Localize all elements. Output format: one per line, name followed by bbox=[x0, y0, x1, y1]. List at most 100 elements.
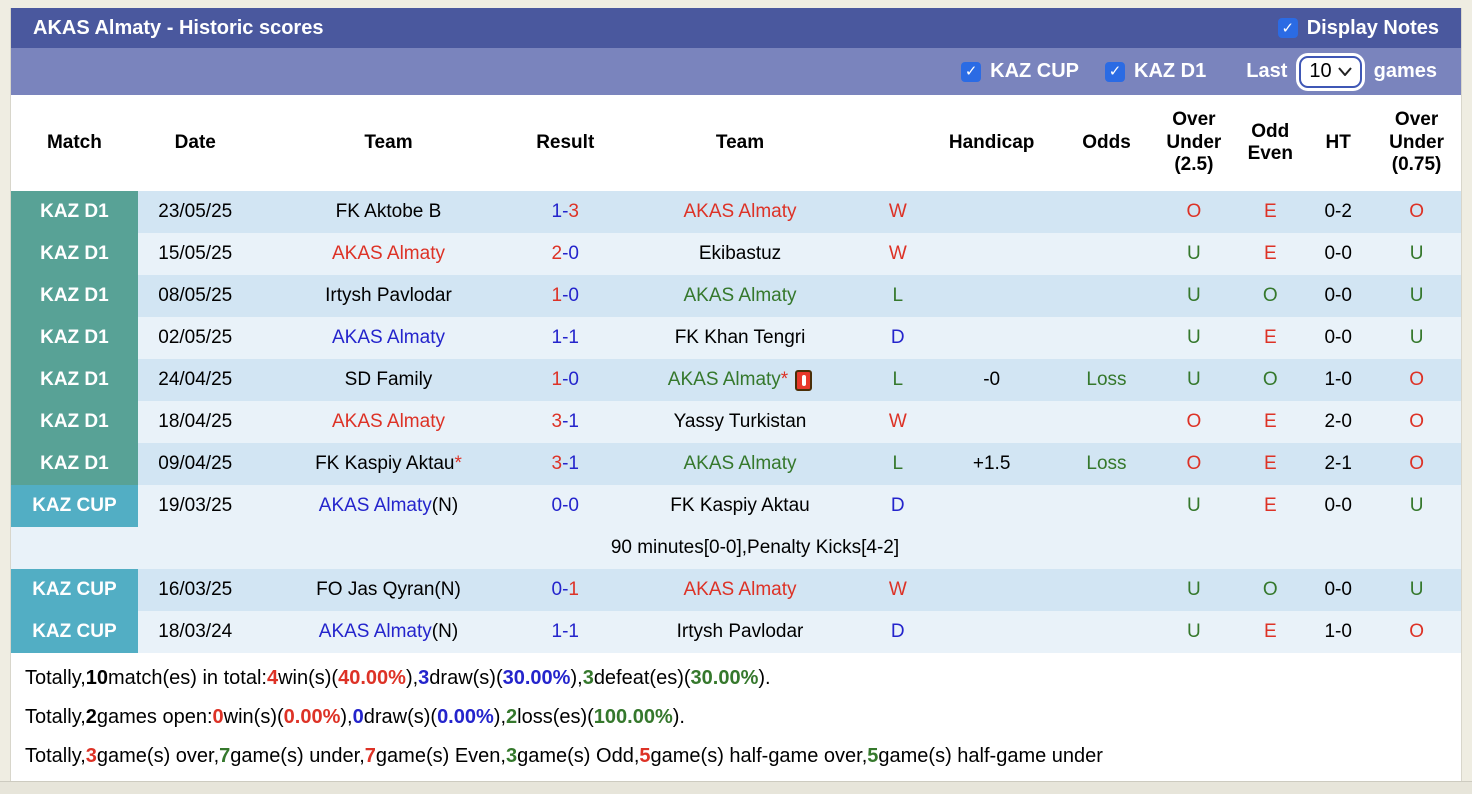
odd-even-cell: E bbox=[1263, 201, 1277, 222]
team-name-part: AKAS Almaty bbox=[667, 369, 781, 390]
kaz-cup-checkbox[interactable]: ✓ bbox=[961, 61, 982, 82]
filter-bar: ✓ KAZ CUP ✓ KAZ D1 Last 10 games bbox=[11, 48, 1461, 95]
display-notes-label: Display Notes bbox=[1306, 16, 1439, 39]
result-cell: 3-1 bbox=[524, 443, 606, 485]
odds-cell bbox=[1062, 191, 1152, 233]
over-under-075-cell: U bbox=[1409, 495, 1424, 516]
away-score: 1 bbox=[568, 579, 579, 600]
summary-segment: ), bbox=[405, 667, 419, 689]
odds-cell bbox=[1062, 275, 1152, 317]
result-cell: 1-3 bbox=[524, 191, 606, 233]
summary-segment: draw(s)( bbox=[363, 706, 438, 728]
home-score: 0 bbox=[551, 579, 563, 600]
league-badge: KAZ D1 bbox=[11, 233, 138, 275]
team-name-part: AKAS Almaty bbox=[331, 243, 445, 264]
odd-even-cell: O bbox=[1262, 285, 1278, 306]
kaz-cup-toggle[interactable]: ✓ KAZ CUP bbox=[961, 60, 1079, 83]
team-name-part: FK Aktobe B bbox=[335, 201, 442, 222]
odd-even-cell: E bbox=[1263, 453, 1277, 474]
over-under-075-cell: O bbox=[1409, 411, 1424, 432]
display-notes-toggle[interactable]: ✓ Display Notes bbox=[1277, 16, 1439, 40]
away-score: 0 bbox=[568, 369, 579, 390]
summary-segment: 100.00% bbox=[593, 706, 673, 728]
outcome-cell: D bbox=[890, 327, 905, 348]
league-badge-cell: KAZ D1 bbox=[11, 443, 138, 485]
away-team-cell: AKAS Almaty * bbox=[606, 359, 874, 401]
odds-cell bbox=[1062, 611, 1152, 653]
summary-segment: 40.00% bbox=[338, 667, 406, 689]
league-badge-cell: KAZ CUP bbox=[11, 569, 138, 611]
column-header-handicap: Handicap bbox=[948, 131, 1035, 153]
outcome-cell: D bbox=[890, 621, 905, 642]
display-notes-checkbox[interactable]: ✓ bbox=[1277, 18, 1298, 38]
away-score: 1 bbox=[568, 327, 579, 348]
home-score: 1 bbox=[551, 201, 563, 222]
league-badge-cell: KAZ D1 bbox=[11, 359, 138, 401]
column-header-date: Date bbox=[174, 131, 216, 153]
column-header-odd: Odd Even bbox=[1247, 120, 1293, 164]
summary-segment: ). bbox=[758, 667, 771, 689]
column-header-ht: HT bbox=[1325, 131, 1351, 153]
summary-segment: game(s) under, bbox=[230, 745, 365, 767]
home-score: 0 bbox=[551, 495, 563, 516]
summary-segment: ), bbox=[570, 667, 583, 689]
handicap-cell bbox=[922, 569, 1062, 611]
summary-line-3: Totally, 3 game(s) over, 7 game(s) under… bbox=[11, 737, 1461, 776]
away-score: 0 bbox=[568, 243, 579, 264]
home-team-cell: AKAS Almaty (N) bbox=[253, 485, 525, 527]
summary-segment: 0 bbox=[352, 706, 364, 728]
summary-segment: Totally, bbox=[25, 706, 86, 728]
odd-even-cell: E bbox=[1263, 243, 1277, 264]
handicap-cell bbox=[922, 401, 1062, 443]
summary-segment: game(s) half-game over, bbox=[650, 745, 868, 767]
away-score: 1 bbox=[568, 621, 579, 642]
summary-segment: 3 bbox=[418, 667, 430, 689]
summary-segment: Totally, bbox=[25, 745, 86, 767]
over-under-25-cell: U bbox=[1187, 243, 1201, 264]
outcome-cell: W bbox=[888, 411, 907, 432]
outcome-cell: L bbox=[892, 285, 904, 306]
over-under-075-cell: O bbox=[1409, 453, 1424, 474]
odd-even-cell: E bbox=[1263, 495, 1277, 516]
result-cell: 1-0 bbox=[524, 359, 606, 401]
half-time-cell: 1-0 bbox=[1324, 621, 1352, 642]
half-time-cell: 0-0 bbox=[1324, 285, 1352, 306]
team-name-part: FK Kaspiy Aktau bbox=[315, 453, 455, 474]
half-time-cell: 2-0 bbox=[1324, 411, 1352, 432]
summary-segment: game(s) over, bbox=[96, 745, 220, 767]
column-header-match: Match bbox=[46, 131, 102, 153]
odds-cell bbox=[1062, 485, 1152, 527]
penalty-note-text: 90 minutes[0-0],Penalty Kicks[4-2] bbox=[610, 537, 900, 558]
over-under-075-cell: U bbox=[1409, 579, 1424, 600]
away-team-cell: FK Khan Tengri bbox=[606, 317, 874, 359]
home-team-cell: AKAS Almaty bbox=[253, 317, 525, 359]
kaz-d1-checkbox[interactable]: ✓ bbox=[1105, 61, 1126, 82]
team-name-part: SD Family bbox=[344, 369, 433, 390]
summary-segment: loss(es)( bbox=[517, 706, 594, 728]
over-under-075-cell: O bbox=[1409, 201, 1424, 222]
games-count-select[interactable]: 10 bbox=[1299, 55, 1362, 88]
home-team-cell: AKAS Almaty (N) bbox=[253, 611, 525, 653]
summary-segment: win(s)( bbox=[223, 706, 284, 728]
page-title: AKAS Almaty - Historic scores bbox=[33, 16, 324, 39]
team-name-part: AKAS Almaty bbox=[331, 327, 445, 348]
outcome-cell: L bbox=[892, 453, 904, 474]
score-dash: - bbox=[562, 579, 569, 600]
match-row: KAZ CUP 16/03/25 FO Jas Qyran(N) 0-1 AKAS Al… bbox=[11, 569, 1461, 611]
summary-segment: 2 bbox=[506, 706, 518, 728]
team-name-part: Yassy Turkistan bbox=[673, 411, 807, 432]
handicap-cell: -0 bbox=[983, 369, 1001, 390]
away-score: 0 bbox=[568, 495, 579, 516]
odds-cell: Loss bbox=[1086, 369, 1127, 390]
away-team-cell: AKAS Almaty bbox=[606, 275, 874, 317]
over-under-25-cell: U bbox=[1187, 579, 1201, 600]
summary-segment: match(es) in total: bbox=[108, 667, 267, 689]
half-time-cell: 0-2 bbox=[1324, 201, 1352, 222]
summary-segment: 0.00% bbox=[283, 706, 341, 728]
summary-segment: 30.00% bbox=[502, 667, 571, 689]
handicap-cell bbox=[922, 611, 1062, 653]
summary-segment: ). bbox=[672, 706, 685, 728]
home-score: 3 bbox=[551, 411, 563, 432]
kaz-d1-toggle[interactable]: ✓ KAZ D1 bbox=[1105, 60, 1206, 83]
match-row: KAZ D1 08/05/25 Irtysh Pavlodar 1-0 AKAS Alm… bbox=[11, 275, 1461, 317]
